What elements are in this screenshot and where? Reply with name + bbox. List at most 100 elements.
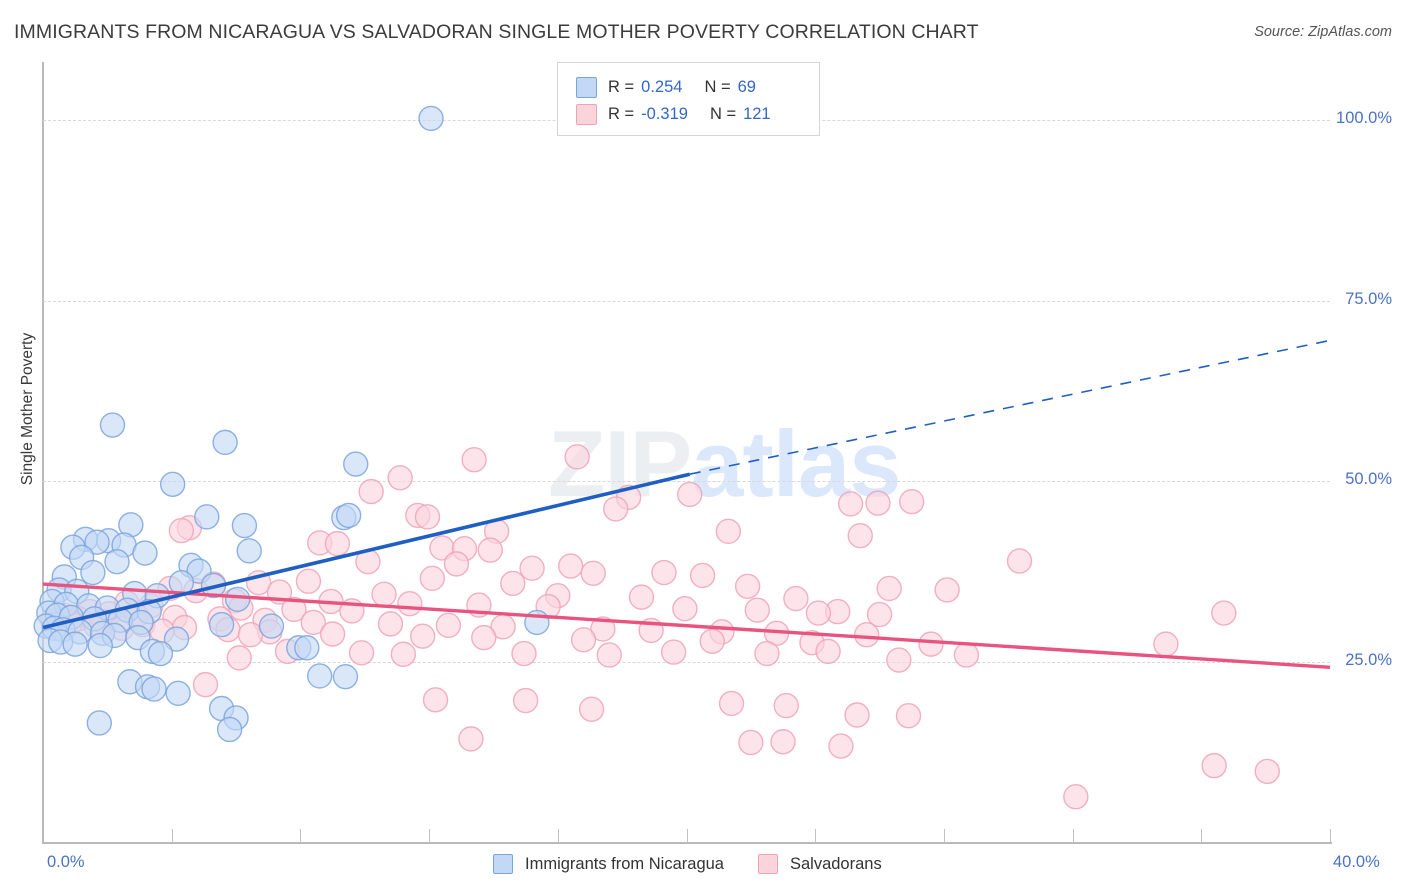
scatter-point bbox=[168, 517, 195, 544]
scatter-point bbox=[461, 447, 487, 473]
n-label-blue: N = bbox=[704, 77, 731, 96]
scatter-point bbox=[194, 504, 220, 530]
scatter-point bbox=[844, 702, 870, 728]
scatter-point bbox=[876, 575, 902, 602]
scatter-point bbox=[397, 590, 423, 617]
scatter-point bbox=[371, 581, 397, 607]
x-tick bbox=[815, 829, 817, 843]
x-tick bbox=[557, 829, 559, 843]
scatter-point bbox=[212, 429, 238, 456]
scatter-point bbox=[216, 716, 243, 743]
scatter-point bbox=[1063, 784, 1089, 810]
scatter-point bbox=[718, 690, 745, 717]
scatter-point bbox=[847, 522, 873, 549]
scatter-point bbox=[163, 626, 190, 652]
stats-legend: R = 0.254 N = 69 R = -0.319 N = 121 bbox=[557, 62, 820, 136]
scatter-point bbox=[770, 729, 796, 755]
scatter-point bbox=[580, 560, 606, 586]
scatter-point bbox=[104, 548, 130, 575]
y-axis-label: Single Mother Poverty bbox=[19, 332, 36, 486]
scatter-point bbox=[294, 635, 320, 661]
x-tick bbox=[300, 829, 302, 843]
scatter-point bbox=[899, 488, 925, 515]
scatter-point bbox=[895, 703, 922, 729]
scatter-point bbox=[236, 538, 262, 564]
scatter-point bbox=[147, 640, 174, 667]
scatter-point bbox=[853, 622, 880, 648]
n-value-pink: 121 bbox=[743, 104, 771, 123]
trend-line bbox=[42, 472, 691, 630]
x-tick-label-min: 0.0% bbox=[47, 853, 85, 871]
scatter-point bbox=[319, 621, 346, 647]
scatter-point bbox=[443, 551, 470, 577]
scatter-point bbox=[918, 631, 944, 657]
stats-legend-row-nicaragua: R = 0.254 N = 69 bbox=[576, 73, 756, 101]
scatter-point bbox=[1006, 548, 1033, 574]
scatter-point bbox=[62, 631, 88, 657]
scatter-point bbox=[295, 568, 322, 594]
x-tick bbox=[171, 829, 173, 843]
scatter-point bbox=[87, 632, 113, 659]
scatter-point bbox=[734, 573, 761, 599]
series-swatch-nicaragua bbox=[493, 854, 513, 874]
scatter-point bbox=[1201, 752, 1227, 779]
scatter-point bbox=[86, 710, 113, 736]
y-tick-label: 25.0% bbox=[1345, 651, 1392, 670]
scatter-point bbox=[358, 478, 384, 505]
scatter-point bbox=[886, 647, 912, 673]
gridline-75.0% bbox=[43, 300, 1330, 302]
scatter-point bbox=[744, 597, 770, 623]
scatter-point bbox=[590, 616, 616, 642]
y-axis-line bbox=[42, 62, 44, 844]
scatter-point bbox=[335, 502, 362, 529]
scatter-point bbox=[500, 570, 526, 597]
scatter-point bbox=[773, 692, 799, 719]
x-tick bbox=[429, 829, 431, 843]
scatter-point bbox=[578, 696, 605, 722]
scatter-point bbox=[754, 640, 780, 667]
scatter-point bbox=[414, 504, 441, 530]
legend-swatch-blue bbox=[576, 76, 597, 98]
scatter-point bbox=[387, 465, 413, 491]
scatter-point bbox=[99, 412, 126, 438]
page-title: IMMIGRANTS FROM NICARAGUA VS SALVADORAN … bbox=[14, 21, 979, 43]
scatter-point bbox=[390, 641, 417, 667]
scatter-point bbox=[689, 562, 716, 589]
scatter-point bbox=[377, 611, 404, 637]
series-legend-item-salvadorans[interactable]: Salvadorans bbox=[757, 854, 882, 874]
r-label-blue: R = bbox=[608, 77, 635, 96]
r-value-pink: -0.319 bbox=[641, 104, 688, 123]
scatter-point bbox=[231, 512, 258, 539]
scatter-point bbox=[865, 490, 891, 516]
scatter-point bbox=[837, 491, 864, 517]
scatter-point bbox=[934, 577, 960, 603]
scatter-point bbox=[208, 611, 235, 638]
r-label-pink: R = bbox=[608, 104, 635, 123]
scatter-point bbox=[953, 642, 980, 668]
scatter-point bbox=[332, 663, 359, 690]
scatter-point bbox=[324, 530, 351, 557]
scatter-point bbox=[672, 596, 698, 622]
stats-legend-row-salvadorans: R = -0.319 N = 121 bbox=[576, 100, 771, 128]
scatter-point bbox=[84, 529, 110, 555]
scatter-point bbox=[1211, 600, 1237, 626]
gridline-25.0% bbox=[43, 662, 1330, 664]
gridline-50.0% bbox=[43, 481, 1330, 483]
series-legend-item-nicaragua[interactable]: Immigrants from Nicaragua bbox=[493, 854, 724, 874]
y-tick-label: 75.0% bbox=[1345, 289, 1392, 308]
scatter-point bbox=[281, 596, 307, 623]
scatter-point bbox=[192, 671, 219, 698]
trend-line bbox=[42, 582, 1331, 669]
n-label-pink: N = bbox=[709, 104, 737, 123]
scatter-point bbox=[596, 642, 622, 668]
y-tick-label: 50.0% bbox=[1345, 470, 1392, 489]
scatter-point bbox=[165, 680, 191, 707]
scatter-layer bbox=[33, 105, 1331, 810]
series-legend: Immigrants from Nicaragua Salvadorans bbox=[493, 851, 916, 877]
scatter-point bbox=[159, 471, 186, 498]
source-attribution: Source: ZipAtlas.com bbox=[1254, 24, 1392, 40]
x-tick bbox=[686, 829, 688, 843]
scatter-point bbox=[458, 726, 484, 752]
scatter-point bbox=[435, 612, 462, 639]
